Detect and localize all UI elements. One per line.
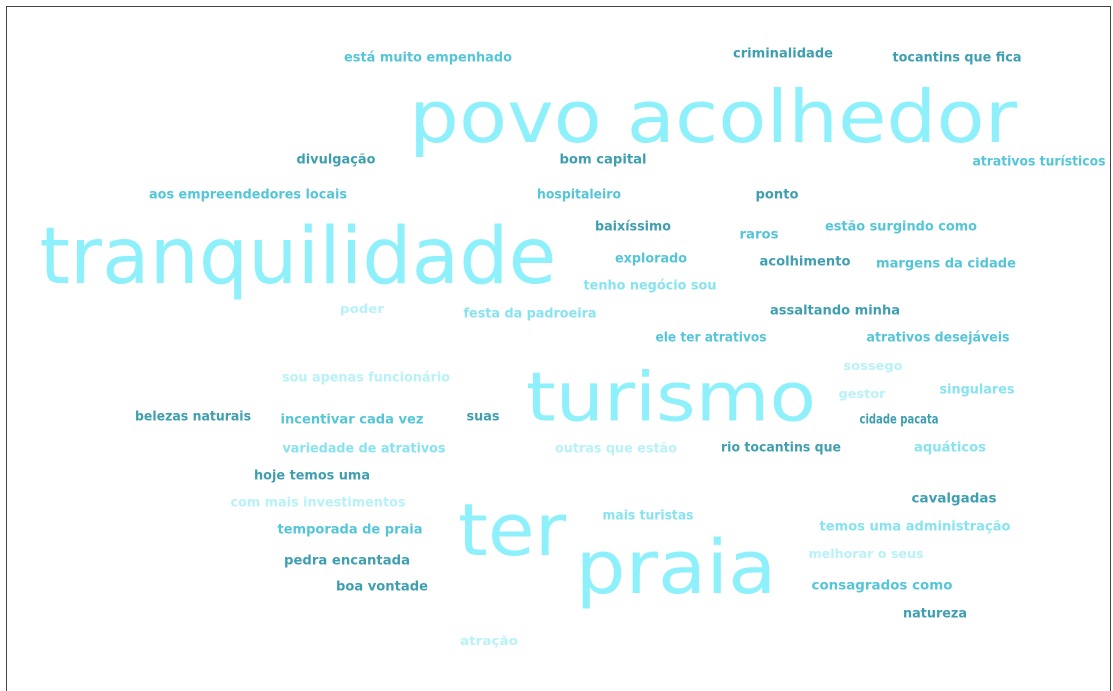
word: pedra encantada (284, 554, 410, 569)
word: aquáticos (914, 441, 986, 456)
word: singulares (940, 383, 1015, 398)
word: cavalgadas (912, 492, 997, 507)
word: consagrados como (812, 579, 953, 594)
word: raros (740, 228, 779, 243)
word: suas (467, 410, 500, 425)
word: cidade pacata (860, 413, 939, 428)
word: margens da cidade (876, 257, 1016, 272)
word: baixíssimo (595, 220, 671, 235)
word: com mais investimentos (231, 496, 406, 511)
word: incentivar cada vez (281, 413, 424, 428)
word: está muito empenhado (344, 51, 512, 66)
word: estão surgindo como (825, 220, 977, 235)
word: belezas naturais (135, 410, 251, 425)
word: atrativos desejáveis (867, 331, 1010, 346)
word: poder (340, 302, 384, 316)
word: variedade de atrativos (283, 442, 446, 457)
word: melhorar o seus (809, 547, 924, 561)
word: ponto (756, 188, 799, 203)
word: outras que estão (555, 442, 677, 457)
frame (6, 6, 1111, 691)
word: povo acolhedor (409, 75, 1017, 159)
word: natureza (903, 607, 967, 622)
word: criminalidade (733, 47, 833, 62)
word: acolhimento (760, 255, 851, 270)
word: sossego (844, 359, 903, 373)
word: tenho negócio sou (584, 279, 717, 294)
word: boa vontade (336, 580, 428, 595)
word: temos uma administração (820, 520, 1011, 535)
word: tranquilidade (40, 212, 557, 302)
word: ele ter atrativos (656, 331, 767, 346)
word: aos empreendedores locais (149, 188, 347, 203)
word: praia (576, 525, 777, 611)
word: tocantins que fica (893, 51, 1022, 66)
word: hoje temos uma (254, 469, 370, 484)
word: gestor (839, 387, 886, 401)
word: ter (458, 488, 566, 572)
word: rio tocantins que (721, 441, 841, 456)
word: divulgação (297, 153, 376, 168)
word: atração (460, 634, 518, 648)
word: mais turistas (603, 509, 694, 524)
word: atrativos turísticos (973, 155, 1106, 170)
word: festa da padroeira (464, 307, 597, 322)
word: turismo (526, 359, 816, 438)
word: sou apenas funcionário (282, 371, 450, 386)
word: explorado (615, 252, 687, 267)
word: hospitaleiro (537, 188, 621, 203)
word: temporada de praia (278, 523, 423, 538)
word: assaltando minha (770, 304, 900, 319)
word: bom capital (560, 153, 647, 168)
